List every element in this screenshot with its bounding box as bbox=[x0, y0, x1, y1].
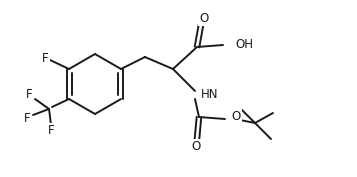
Text: HN: HN bbox=[201, 87, 218, 101]
Text: O: O bbox=[191, 141, 201, 153]
Text: F: F bbox=[24, 112, 30, 124]
Text: O: O bbox=[199, 12, 208, 24]
Text: OH: OH bbox=[235, 38, 253, 50]
Text: F: F bbox=[26, 88, 32, 101]
Text: O: O bbox=[231, 110, 240, 122]
Text: F: F bbox=[42, 52, 48, 64]
Text: F: F bbox=[48, 124, 54, 138]
